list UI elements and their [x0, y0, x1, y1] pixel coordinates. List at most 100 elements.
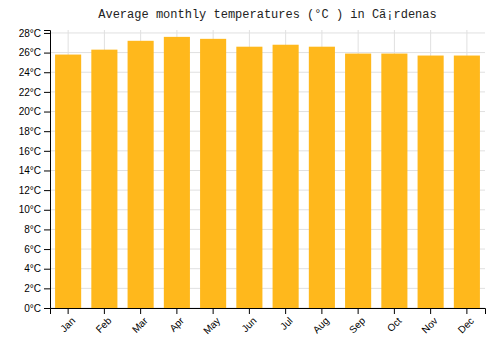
x-tick: Jun [239, 308, 258, 334]
x-tick-mark [466, 308, 467, 314]
x-axis-line [51, 309, 486, 315]
y-tick-label: 10°C [19, 204, 41, 215]
x-tick: Apr [167, 308, 186, 334]
y-tick-mark [44, 151, 50, 152]
x-tick-label: Aug [311, 315, 331, 335]
bar [454, 56, 480, 308]
bar [164, 37, 190, 308]
y-tick-label: 12°C [19, 185, 41, 196]
bar [200, 39, 226, 308]
bar [128, 41, 154, 308]
x-tick-mark [285, 308, 286, 314]
y-tick-mark [44, 229, 50, 230]
x-tick-mark [358, 308, 359, 314]
x-tick: Oct [385, 308, 404, 334]
bar [55, 55, 81, 308]
x-tick-label: Feb [94, 315, 114, 335]
y-tick-mark [44, 53, 50, 54]
y-tick-label: 18°C [19, 126, 41, 137]
y-tick-mark [44, 92, 50, 93]
y-tick-label: 4°C [24, 263, 41, 274]
y-tick-label: 6°C [24, 244, 41, 255]
bar [381, 54, 407, 308]
grid [50, 30, 485, 308]
y-tick-label: 14°C [19, 165, 41, 176]
x-tick-label: Jan [58, 315, 77, 334]
chart-svg: 0°C 2°C 4°C 6°C 8°C 10°C 12°C 14°C 16°C 18°C 20°C 2… [0, 0, 500, 350]
y-tick: 10°C [19, 204, 50, 215]
bar [309, 47, 335, 308]
y-grid-line [50, 32, 485, 33]
y-axis: 0°C 2°C 4°C 6°C 8°C 10°C 12°C 14°C 16°C 18°C 20°C 2… [19, 28, 51, 314]
x-tick-mark [430, 308, 431, 314]
y-tick: 24°C [19, 67, 50, 78]
bar [273, 45, 299, 308]
x-tick-mark [140, 308, 141, 314]
y-tick-label: 24°C [19, 67, 41, 78]
x-tick: Aug [311, 308, 331, 335]
x-tick: Sep [347, 308, 368, 335]
x-tick-mark [321, 308, 322, 314]
x-tick: Jul [278, 308, 295, 332]
y-tick-mark [44, 269, 50, 270]
x-tick-mark [104, 308, 105, 314]
y-tick-mark [44, 33, 50, 34]
x-tick: Feb [94, 308, 114, 335]
y-tick-label: 0°C [24, 303, 41, 314]
x-tick-label: Jul [278, 315, 295, 332]
bar [91, 50, 117, 308]
y-axis-line [44, 31, 51, 309]
x-tick: May [201, 308, 222, 336]
x-tick-label: Oct [385, 315, 404, 334]
bar [418, 56, 444, 308]
y-tick: 6°C [24, 244, 50, 255]
y-tick-mark [44, 249, 50, 250]
x-tick-mark [249, 308, 250, 314]
plot: 0°C 2°C 4°C 6°C 8°C 10°C 12°C 14°C 16°C 18°C 20°C 2… [19, 28, 486, 337]
y-tick-mark [44, 288, 50, 289]
x-tick: Jan [58, 308, 77, 334]
x-tick-label: Mar [130, 315, 150, 335]
y-tick-mark [44, 210, 50, 211]
x-tick-label: Nov [419, 315, 439, 335]
y-tick: 26°C [19, 47, 50, 58]
y-tick-mark [44, 112, 50, 113]
x-tick: Nov [419, 308, 439, 335]
y-tick-label: 16°C [19, 146, 41, 157]
x-tick-mark [213, 308, 214, 314]
x-tick-label: Jun [239, 315, 258, 334]
y-tick-mark [44, 72, 50, 73]
x-tick-mark [176, 308, 177, 314]
x-tick-label: May [201, 315, 222, 336]
y-tick: 22°C [19, 87, 50, 98]
bar [345, 54, 371, 308]
y-tick: 0°C [24, 303, 50, 314]
x-tick-mark [394, 308, 395, 314]
x-tick-mark [68, 308, 69, 314]
y-tick: 4°C [24, 263, 50, 274]
y-tick: 12°C [19, 185, 50, 196]
chart-container: 0°C 2°C 4°C 6°C 8°C 10°C 12°C 14°C 16°C 18°C 20°C 2… [0, 0, 500, 350]
y-tick-mark [44, 170, 50, 171]
bars [55, 37, 480, 308]
y-tick: 14°C [19, 165, 50, 176]
y-tick: 8°C [24, 224, 50, 235]
title: Average monthly temperatures (°C ) in Cã… [98, 8, 436, 22]
x-tick: Dec [456, 308, 476, 335]
x-axis: Jan Feb Mar Apr May Jun Jul Aug Sep Oct Nov Dec [51, 308, 486, 336]
y-tick: 2°C [24, 283, 50, 294]
y-tick-label: 22°C [19, 87, 41, 98]
y-tick-label: 8°C [24, 224, 41, 235]
y-tick: 20°C [19, 106, 50, 117]
x-tick-label: Sep [347, 315, 368, 336]
y-tick-label: 2°C [24, 283, 41, 294]
bar [236, 47, 262, 308]
y-tick-label: 28°C [19, 28, 41, 39]
x-tick-label: Dec [456, 315, 476, 335]
y-tick-mark [44, 308, 50, 309]
y-tick: 28°C [19, 28, 50, 39]
y-tick-mark [44, 131, 50, 132]
y-tick-mark [44, 190, 50, 191]
x-tick: Mar [130, 308, 150, 335]
y-tick: 16°C [19, 146, 50, 157]
